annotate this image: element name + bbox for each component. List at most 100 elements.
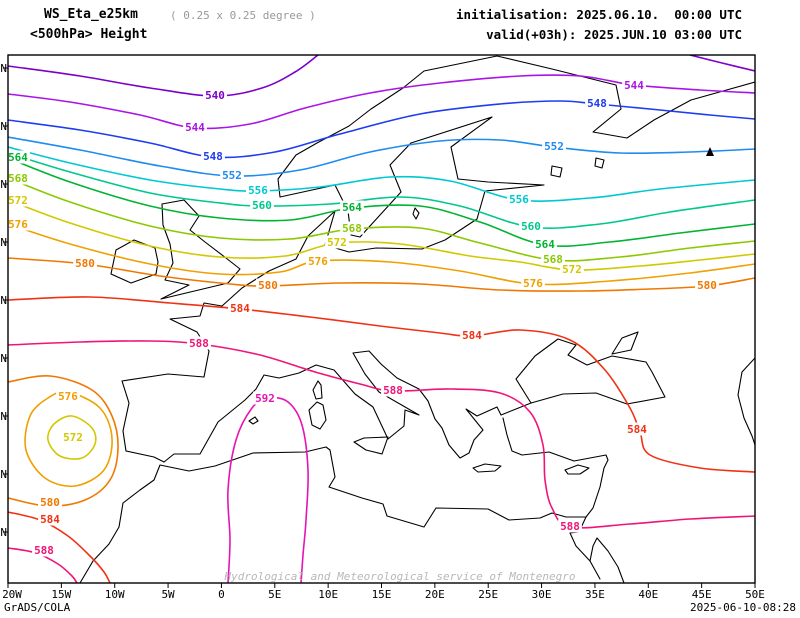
- lon-tick-label: 5W: [161, 588, 175, 601]
- lat-tick-label: N: [0, 468, 7, 481]
- contour-label-548: 548: [587, 97, 607, 110]
- contour-label-544: 544: [185, 121, 205, 134]
- contour-label-572: 572: [63, 431, 83, 444]
- contour-label-560: 560: [521, 220, 541, 233]
- contour-label-bg: [542, 139, 566, 153]
- lon-tick-label: 5E: [268, 588, 281, 601]
- contour-label-580: 580: [697, 279, 717, 292]
- island-cyprus: [564, 464, 590, 475]
- contour-label-584: 584: [40, 513, 60, 526]
- lon-tick-label: 50E: [745, 588, 765, 601]
- contour-line-576: [24, 390, 113, 488]
- contour-line-540: [8, 55, 319, 97]
- valid-time: valid(+03h): 2025.JUN.10 03:00 UTC: [486, 27, 742, 42]
- lon-tick-label: 20E: [425, 588, 445, 601]
- contour-label-bg: [32, 543, 56, 557]
- contour-label-580: 580: [258, 279, 278, 292]
- model-title: WS_Eta_e25km: [44, 7, 138, 22]
- contour-label-568: 568: [342, 222, 362, 235]
- coastline-caspian: [737, 357, 755, 446]
- contour-label-580: 580: [40, 496, 60, 509]
- contour-label-bg: [6, 193, 30, 207]
- lon-tick-label: 15E: [372, 588, 392, 601]
- contour-line-576: [8, 223, 755, 286]
- contour-label-564: 564: [8, 151, 28, 164]
- contour-label-bg: [695, 278, 719, 292]
- creation-timestamp: 2025-06-10-08:28: [690, 601, 796, 614]
- contour-label-584: 584: [230, 302, 250, 315]
- lake-onega: [594, 157, 605, 169]
- lake-ladoga: [550, 165, 563, 178]
- contour-label-576: 576: [308, 255, 328, 268]
- coastline-north-africa-levant: [79, 417, 609, 583]
- lat-tick-label: N: [0, 526, 7, 539]
- contour-label-bg: [541, 252, 565, 266]
- contour-label-bg: [253, 391, 277, 405]
- contour-line-568: [8, 177, 755, 262]
- coastline-mediterranean-north: [163, 350, 532, 463]
- contour-label-bg: [220, 168, 244, 182]
- coastline-britain: [160, 199, 241, 300]
- contour-label-bg: [201, 149, 225, 163]
- contour-label-556: 556: [509, 193, 529, 206]
- resolution-note: ( 0.25 x 0.25 degree ): [170, 9, 316, 22]
- contour-label-576: 576: [523, 277, 543, 290]
- coastline-aqaba-arabia: [589, 537, 625, 583]
- contour-label-bg: [38, 512, 62, 526]
- contour-label-588: 588: [560, 520, 580, 533]
- contour-label-bg: [228, 301, 252, 315]
- contour-label-bg: [340, 221, 364, 235]
- contour-label-588: 588: [189, 337, 209, 350]
- contour-label-548: 548: [203, 150, 223, 163]
- contour-label-572: 572: [562, 263, 582, 276]
- contour-label-544: 544: [624, 79, 644, 92]
- contour-line-592: [226, 396, 309, 583]
- contour-label-552: 552: [544, 140, 564, 153]
- contour-label-bg: [38, 495, 62, 509]
- contour-label-bg: [73, 256, 97, 270]
- init-time: initialisation: 2025.06.10. 00:00 UTC: [456, 7, 742, 22]
- contour-lines: [8, 55, 755, 583]
- contour-line-564: [8, 157, 755, 247]
- contour-line-540: [689, 55, 755, 72]
- contour-label-bg: [56, 389, 80, 403]
- contour-label-572: 572: [327, 236, 347, 249]
- lat-tick-label: N: [0, 120, 7, 133]
- lon-tick-label: 45E: [692, 588, 712, 601]
- contour-label-568: 568: [543, 253, 563, 266]
- contour-line-556: [8, 146, 755, 202]
- contour-line-548: [8, 100, 755, 159]
- contour-label-bg: [6, 217, 30, 231]
- contour-label-584: 584: [462, 329, 482, 342]
- coastline-azov-sea: [611, 331, 639, 355]
- coastline-atlantic-scandinavia: [121, 55, 755, 463]
- contour-label-bg: [325, 235, 349, 249]
- lat-tick-label: N: [0, 178, 7, 191]
- coastline-black-sea: [515, 338, 666, 405]
- contour-label-bg: [533, 237, 557, 251]
- contour-label-bg: [183, 120, 207, 134]
- contour-label-bg: [558, 519, 582, 533]
- contour-label-bg: [622, 78, 646, 92]
- contour-label-560: 560: [252, 199, 272, 212]
- contour-label-bg: [519, 219, 543, 233]
- lon-tick-label: 0: [218, 588, 225, 601]
- contour-label-584: 584: [627, 423, 647, 436]
- island-crete: [472, 463, 502, 473]
- contour-label-576: 576: [8, 218, 28, 231]
- contour-label-bg: [306, 254, 330, 268]
- contour-label-592: 592: [255, 392, 275, 405]
- contour-label-552: 552: [222, 169, 242, 182]
- contour-label-540: 540: [205, 89, 225, 102]
- contour-label-572: 572: [8, 194, 28, 207]
- lat-tick-label: N: [0, 352, 7, 365]
- lat-tick-label: N: [0, 410, 7, 423]
- contour-labels: 540 544 544 548 548 552 552 556 556 560 560 564 564 5…: [6, 78, 719, 557]
- contour-line-580: [8, 257, 755, 292]
- contour-label-bg: [61, 430, 85, 444]
- contour-label-bg: [246, 183, 270, 197]
- contour-label-bg: [187, 336, 211, 350]
- contour-label-bg: [203, 88, 227, 102]
- coastlines: [79, 55, 755, 583]
